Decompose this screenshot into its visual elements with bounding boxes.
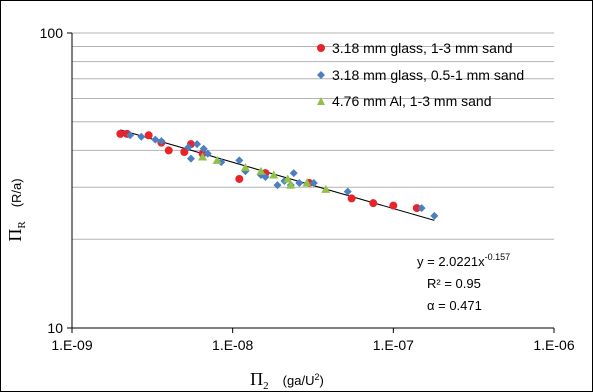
x-axis-symbol: Π	[250, 369, 263, 389]
trendline-equation: y = 2.0221x-0.157 R² = 0.95 α = 0.471	[417, 252, 510, 313]
data-point-diamond	[126, 131, 135, 140]
y-tick-label: 100	[40, 25, 64, 41]
data-point-diamond	[186, 154, 195, 163]
grid-lines	[72, 32, 554, 240]
data-point-diamond	[309, 179, 318, 188]
data-point-triangle	[302, 178, 312, 187]
data-point-circle	[144, 131, 153, 140]
legend-item: 3.18 mm glass, 0.5-1 mm sand	[317, 67, 524, 83]
data-point-diamond	[343, 187, 352, 196]
legend: 3.18 mm glass, 1-3 mm sand 3.18 mm glass…	[317, 40, 524, 109]
data-point-triangle	[198, 152, 208, 161]
data-point-diamond	[430, 211, 439, 220]
data-point-circle	[369, 199, 378, 208]
data-point-circle	[412, 204, 421, 213]
data-point-diamond	[203, 149, 212, 158]
trendline	[120, 129, 435, 221]
data-point-triangle	[283, 174, 293, 183]
legend-label: 3.18 mm glass, 0.5-1 mm sand	[332, 67, 524, 83]
data-point-diamond	[273, 181, 282, 190]
data-point-diamond	[199, 144, 208, 153]
data-point-triangle	[286, 180, 296, 189]
x-tick-label: 1.E-09	[51, 337, 92, 353]
x-tick-label: 1.E-06	[533, 337, 574, 353]
equation-base: y = 2.0221x	[417, 254, 485, 269]
data-point-diamond	[184, 143, 193, 152]
x-tick-label: 1.E-08	[212, 337, 253, 353]
x-axis-title: Π2 (ga/U2)	[250, 369, 324, 392]
svg-text:ΠR(R/a): ΠR (R/a)	[5, 178, 28, 241]
equation-exponent: -0.157	[485, 252, 511, 262]
data-point-diamond	[193, 140, 202, 149]
data-point-diamond	[295, 179, 304, 188]
x-axis-units-superscript: 2	[314, 372, 319, 382]
trendline-layer	[120, 129, 435, 221]
x-axis-subscript: 2	[263, 380, 269, 392]
tick-labels: 1.E-09 1.E-08 1.E-07 1.E-06 10 100	[40, 25, 575, 353]
r-squared-text: R² = 0.95	[427, 276, 481, 291]
svg-text:Π2(ga/U2): Π2 (ga/U2)	[250, 369, 324, 392]
legend-label: 4.76 mm Al, 1-3 mm sand	[332, 93, 492, 109]
data-point-diamond	[137, 132, 146, 141]
alpha-text: α = 0.471	[427, 298, 482, 313]
data-point-circle	[180, 148, 189, 157]
data-point-triangle	[269, 170, 279, 179]
legend-marker-diamond	[317, 71, 325, 79]
data-point-diamond	[151, 135, 160, 144]
data-point-diamond	[235, 156, 244, 165]
y-axis-title: ΠR (R/a)	[5, 178, 28, 241]
x-axis-units: (ga/U	[283, 373, 315, 388]
equation-text: y = 2.0221x-0.157	[417, 252, 510, 269]
x-tick-label: 1.E-07	[373, 337, 414, 353]
data-point-circle	[164, 146, 173, 155]
data-points	[116, 129, 439, 220]
y-axis-units: (R/a)	[9, 178, 24, 207]
data-point-circle	[116, 129, 125, 138]
y-axis-subscript: R	[16, 221, 28, 229]
axes	[71, 33, 554, 329]
data-point-triangle	[212, 155, 222, 164]
data-point-triangle	[240, 162, 250, 171]
data-point-circle	[235, 174, 244, 183]
legend-item: 4.76 mm Al, 1-3 mm sand	[317, 93, 492, 109]
data-point-diamond	[261, 172, 270, 181]
data-point-triangle	[256, 166, 266, 175]
legend-marker-circle	[317, 44, 325, 52]
x-axis-units-close: )	[319, 373, 323, 388]
data-point-diamond	[289, 169, 298, 178]
legend-marker-triangle	[317, 97, 325, 105]
data-point-circle	[389, 201, 398, 210]
data-point-diamond	[157, 137, 166, 146]
y-axis-symbol: Π	[5, 229, 25, 242]
legend-item: 3.18 mm glass, 1-3 mm sand	[317, 40, 513, 56]
data-point-diamond	[417, 204, 426, 213]
legend-label: 3.18 mm glass, 1-3 mm sand	[332, 40, 513, 56]
data-point-circle	[347, 194, 356, 203]
y-tick-label: 10	[47, 320, 63, 336]
data-point-triangle	[321, 184, 331, 193]
